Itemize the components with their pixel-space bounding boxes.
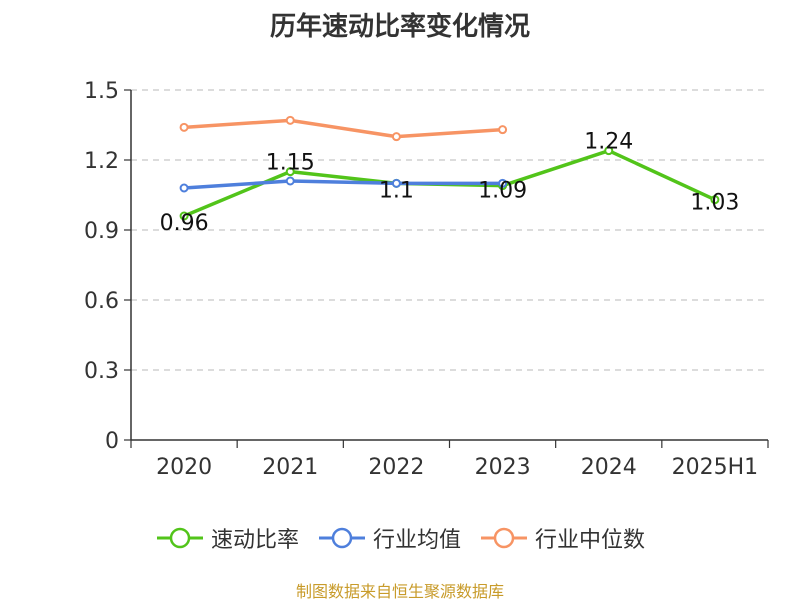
legend-marker-circle bbox=[493, 527, 515, 549]
legend-marker-icon bbox=[481, 527, 527, 549]
series-point-1 bbox=[498, 178, 508, 188]
data-label: 1.03 bbox=[690, 191, 739, 216]
series-point-2 bbox=[179, 122, 189, 132]
legend-item-0[interactable]: 速动比率 bbox=[155, 522, 299, 554]
series-line-2 bbox=[183, 118, 503, 139]
series-line-1 bbox=[183, 179, 503, 190]
x-tick-label: 2023 bbox=[475, 455, 531, 480]
y-tick-label: 0 bbox=[105, 429, 119, 454]
legend-marker-icon bbox=[318, 527, 365, 549]
legend-label: 行业均值 bbox=[372, 528, 461, 553]
series-point-2 bbox=[498, 125, 508, 135]
source-note: 制图数据来自恒生聚源数据库 bbox=[295, 582, 504, 601]
x-tick-label: 2020 bbox=[156, 455, 212, 480]
legend-item-2[interactable]: 行业中位数 bbox=[479, 522, 645, 554]
series-point-0 bbox=[285, 167, 295, 177]
y-tick-label: 0.3 bbox=[84, 359, 119, 384]
data-label: 1.24 bbox=[584, 130, 633, 155]
x-tick-label: 2021 bbox=[262, 455, 318, 480]
data-label: 0.96 bbox=[160, 211, 209, 236]
grid-layer bbox=[131, 89, 768, 371]
y-tick-label: 1.5 bbox=[84, 79, 119, 104]
line-chart: 0 0.3 0.6 0.9 1.2 1.5 2020 2021 2022 2023 2024 2025… bbox=[84, 79, 769, 480]
legend-item-1[interactable]: 行业均值 bbox=[317, 522, 461, 554]
legend-marker-circle bbox=[331, 527, 353, 549]
data-label: 1.09 bbox=[478, 179, 527, 204]
axis-layer: 0 0.3 0.6 0.9 1.2 1.5 2020 2021 2022 2023 2024 2025… bbox=[84, 79, 769, 480]
series-point-1 bbox=[179, 183, 189, 193]
legend: 速动比率 行业均值 行业中位数 bbox=[0, 520, 800, 556]
y-tick-label: 0.6 bbox=[84, 289, 119, 314]
legend-marker-circle bbox=[169, 527, 191, 549]
data-label-layer: 0.96 1.15 1.1 1.09 1.24 1.03 bbox=[160, 130, 740, 236]
series-layer bbox=[179, 115, 720, 221]
legend-label: 行业中位数 bbox=[535, 528, 646, 553]
legend-label: 速动比率 bbox=[210, 528, 299, 553]
series-point-2 bbox=[391, 132, 401, 142]
series-point-0 bbox=[179, 211, 189, 221]
legend-marker-icon bbox=[156, 527, 203, 549]
chart-title: 历年速动比率变化情况 bbox=[269, 12, 530, 42]
x-tick-label: 2024 bbox=[581, 455, 637, 480]
x-tick-label: 2022 bbox=[368, 455, 424, 480]
series-point-0 bbox=[710, 195, 720, 205]
series-point-1 bbox=[391, 178, 401, 188]
y-tick-label: 1.2 bbox=[84, 149, 119, 174]
series-point-0 bbox=[604, 146, 614, 156]
series-point-2 bbox=[285, 115, 295, 125]
x-tick-label: 2025H1 bbox=[672, 455, 759, 480]
data-label: 1.15 bbox=[266, 151, 315, 176]
series-point-1 bbox=[285, 176, 295, 186]
data-label: 1.1 bbox=[379, 178, 414, 203]
y-tick-label: 0.9 bbox=[84, 219, 119, 244]
